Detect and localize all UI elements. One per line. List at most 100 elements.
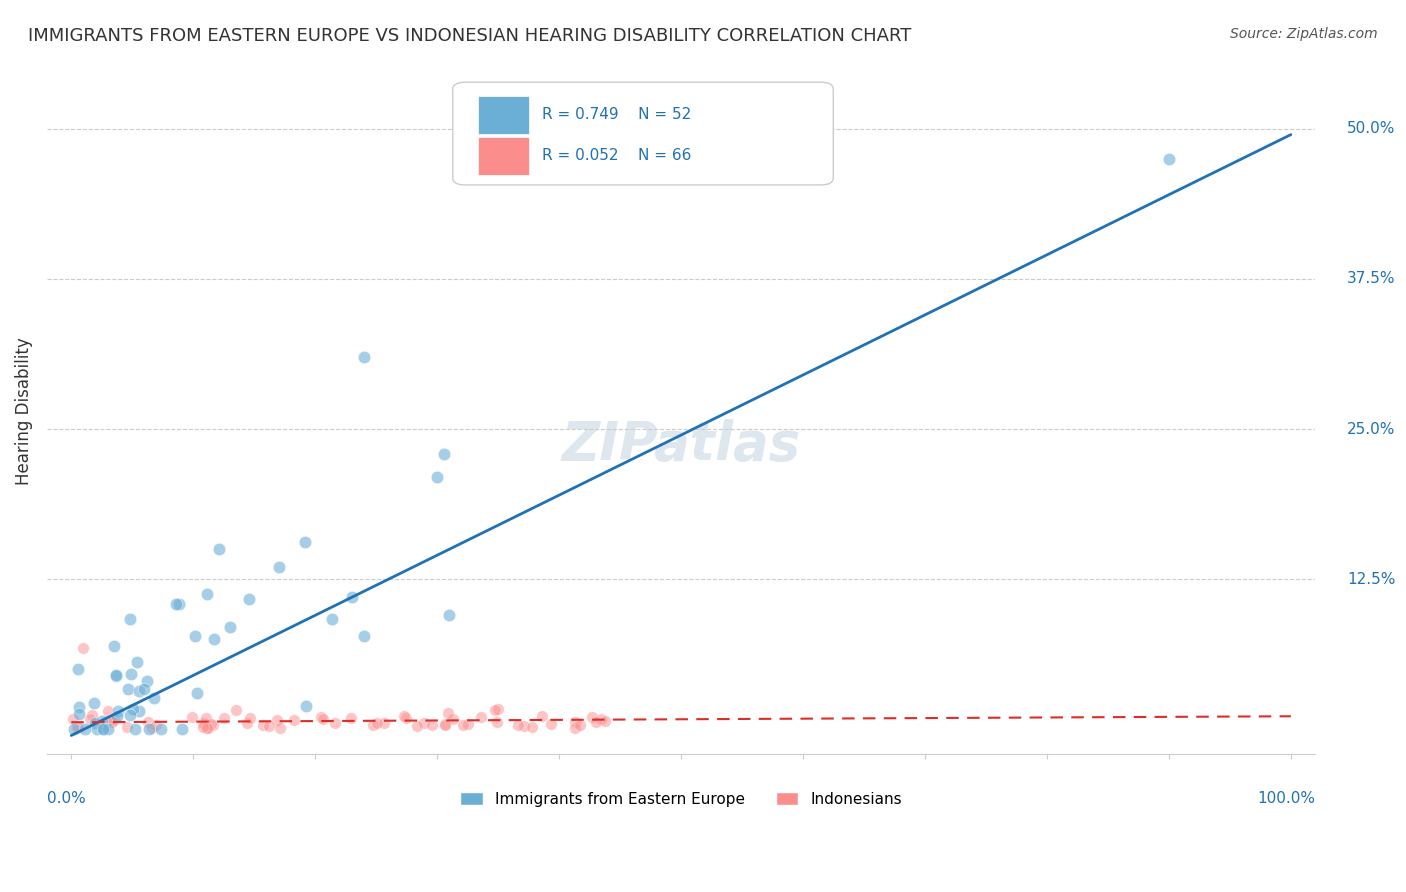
Indonesians <box>98 713 121 727</box>
Indonesians <box>340 711 363 725</box>
Immigrants from Eastern Europe <box>165 598 187 612</box>
Indonesians <box>484 703 506 717</box>
Immigrants from Eastern Europe <box>107 704 129 718</box>
Immigrants from Eastern Europe <box>294 535 316 549</box>
Indonesians <box>201 718 224 732</box>
Immigrants from Eastern Europe <box>105 668 128 682</box>
Text: ZIPatlas: ZIPatlas <box>561 419 800 471</box>
Indonesians <box>486 715 509 730</box>
Immigrants from Eastern Europe <box>1157 152 1180 166</box>
Text: R = 0.749    N = 52: R = 0.749 N = 52 <box>541 107 690 122</box>
Indonesians <box>257 719 280 733</box>
Indonesians <box>457 716 479 731</box>
Indonesians <box>103 714 125 728</box>
Immigrants from Eastern Europe <box>83 715 105 730</box>
Immigrants from Eastern Europe <box>128 704 150 718</box>
Indonesians <box>97 704 120 718</box>
Indonesians <box>564 714 586 729</box>
Immigrants from Eastern Europe <box>135 673 157 688</box>
Indonesians <box>522 720 544 734</box>
Indonesians <box>115 720 138 734</box>
Immigrants from Eastern Europe <box>184 629 207 643</box>
Indonesians <box>266 713 288 727</box>
Text: 37.5%: 37.5% <box>1347 271 1396 286</box>
Indonesians <box>93 716 115 731</box>
Immigrants from Eastern Europe <box>321 612 343 626</box>
Indonesians <box>200 717 222 731</box>
Text: R = 0.052    N = 66: R = 0.052 N = 66 <box>541 148 690 163</box>
Immigrants from Eastern Europe <box>120 707 142 722</box>
Immigrants from Eastern Europe <box>127 655 149 669</box>
Immigrants from Eastern Europe <box>104 669 127 683</box>
Immigrants from Eastern Europe <box>120 666 142 681</box>
Immigrants from Eastern Europe <box>67 706 90 721</box>
Indonesians <box>252 718 274 732</box>
Indonesians <box>486 702 509 716</box>
Indonesians <box>591 712 613 726</box>
Indonesians <box>568 718 591 732</box>
Immigrants from Eastern Europe <box>172 723 194 737</box>
Indonesians <box>195 711 218 725</box>
Indonesians <box>212 711 235 725</box>
Indonesians <box>312 712 335 726</box>
Indonesians <box>366 715 388 730</box>
Immigrants from Eastern Europe <box>91 723 114 737</box>
Text: 25.0%: 25.0% <box>1347 422 1395 436</box>
Indonesians <box>395 711 418 725</box>
Y-axis label: Hearing Disability: Hearing Disability <box>15 337 32 485</box>
Immigrants from Eastern Europe <box>219 620 242 634</box>
Bar <box>478 96 529 134</box>
Immigrants from Eastern Europe <box>118 612 141 626</box>
Immigrants from Eastern Europe <box>83 696 105 710</box>
Indonesians <box>66 721 89 735</box>
Indonesians <box>239 711 262 725</box>
Text: Source: ZipAtlas.com: Source: ZipAtlas.com <box>1230 27 1378 41</box>
FancyBboxPatch shape <box>453 82 834 185</box>
Indonesians <box>101 715 124 730</box>
Indonesians <box>441 712 464 726</box>
Indonesians <box>406 719 429 733</box>
Indonesians <box>180 710 202 724</box>
Immigrants from Eastern Europe <box>208 541 231 556</box>
Text: 0.0%: 0.0% <box>46 791 86 806</box>
Immigrants from Eastern Europe <box>138 723 160 737</box>
Immigrants from Eastern Europe <box>439 608 461 623</box>
Immigrants from Eastern Europe <box>132 681 155 696</box>
Indonesians <box>191 715 214 730</box>
Immigrants from Eastern Europe <box>433 447 456 461</box>
Immigrants from Eastern Europe <box>117 681 139 696</box>
Indonesians <box>309 710 332 724</box>
Indonesians <box>392 709 415 723</box>
Indonesians <box>530 709 553 723</box>
Indonesians <box>62 712 84 726</box>
Indonesians <box>451 718 474 732</box>
Indonesians <box>225 703 247 717</box>
Immigrants from Eastern Europe <box>86 723 108 737</box>
Legend: Immigrants from Eastern Europe, Indonesians: Immigrants from Eastern Europe, Indonesi… <box>453 784 910 814</box>
Indonesians <box>433 718 456 732</box>
Immigrants from Eastern Europe <box>340 591 363 605</box>
Indonesians <box>145 718 167 732</box>
Immigrants from Eastern Europe <box>143 691 166 706</box>
Indonesians <box>191 720 214 734</box>
Immigrants from Eastern Europe <box>75 723 97 737</box>
Immigrants from Eastern Europe <box>105 709 128 723</box>
Indonesians <box>437 706 460 720</box>
Text: IMMIGRANTS FROM EASTERN EUROPE VS INDONESIAN HEARING DISABILITY CORRELATION CHAR: IMMIGRANTS FROM EASTERN EUROPE VS INDONE… <box>28 27 911 45</box>
Indonesians <box>593 714 616 728</box>
Immigrants from Eastern Europe <box>149 723 172 737</box>
Indonesians <box>269 721 291 735</box>
Immigrants from Eastern Europe <box>202 632 225 647</box>
Immigrants from Eastern Europe <box>426 470 449 484</box>
Indonesians <box>323 716 346 731</box>
Indonesians <box>361 718 384 732</box>
Indonesians <box>506 718 529 732</box>
Indonesians <box>197 721 219 735</box>
Immigrants from Eastern Europe <box>353 350 375 364</box>
Immigrants from Eastern Europe <box>62 723 84 737</box>
Indonesians <box>141 721 163 735</box>
Indonesians <box>66 719 89 733</box>
Indonesians <box>585 714 607 729</box>
Immigrants from Eastern Europe <box>128 684 150 698</box>
Immigrants from Eastern Europe <box>66 662 89 676</box>
